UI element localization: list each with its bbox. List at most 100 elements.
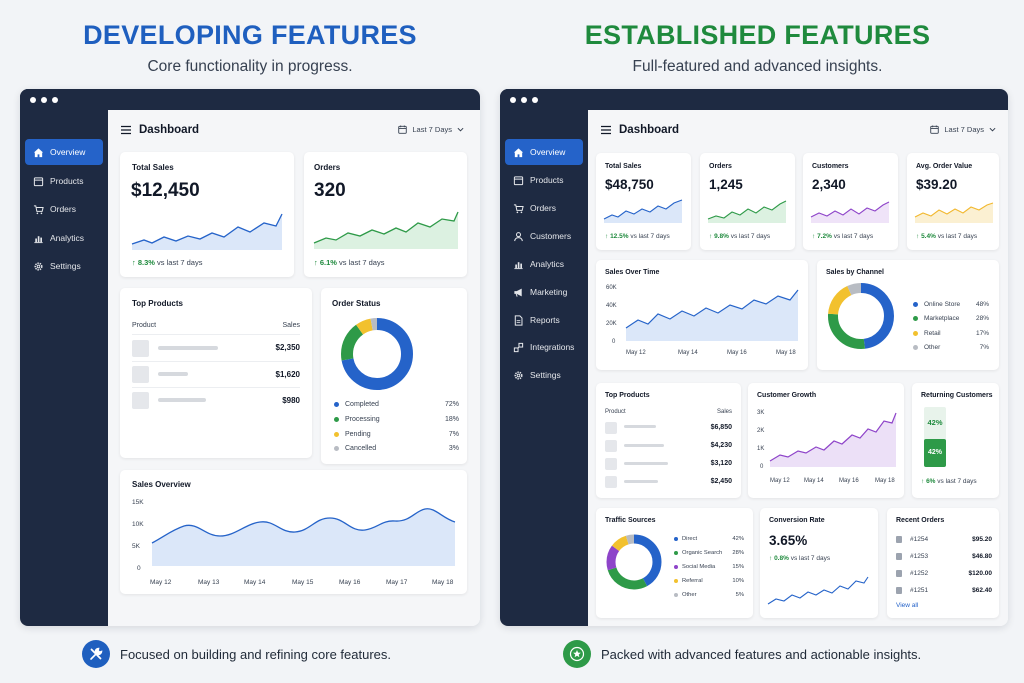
menu-icon[interactable]: [121, 125, 131, 135]
delta-percent: 6.1%: [319, 258, 337, 267]
date-range-selector[interactable]: Last 7 Days: [930, 125, 996, 134]
orders-sparkline: [313, 211, 459, 249]
window-controls[interactable]: [510, 97, 538, 103]
conversion-rate-sparkline: [767, 576, 869, 605]
x-tick: May 18: [432, 579, 454, 586]
user-icon: [514, 231, 523, 241]
nav-products[interactable]: Products: [25, 168, 103, 194]
product-name-placeholder: [158, 372, 188, 376]
order-id: #1253: [910, 553, 929, 560]
nav-label: Customers: [530, 231, 572, 241]
traffic-sources-card: Traffic Sources Direct 42% Organic Search…: [596, 508, 753, 618]
arrow-up-icon: ↑: [921, 478, 925, 485]
sales-over-time-card: Sales Over Time 60K 40K 20K 0 May 12 May…: [596, 260, 808, 370]
top-bar: Dashboard Last 7 Days: [588, 110, 1008, 152]
arrow-up-icon: ↑: [916, 233, 920, 240]
delta-percent: 8.3%: [137, 258, 155, 267]
x-tick: May 18: [776, 350, 796, 356]
receipt-icon: [896, 587, 902, 594]
product-sales: $1,620: [275, 370, 300, 379]
y-tick: 0: [137, 565, 141, 572]
product-thumbnail: [605, 440, 617, 452]
sidebar: Overview Products Orders Analytics Setti…: [20, 89, 108, 626]
nav-analytics[interactable]: Analytics: [25, 225, 103, 251]
card-title: Returning Customers: [921, 392, 993, 399]
legend-cancelled: Cancelled 3%: [334, 445, 459, 452]
orders-card: Orders 320 ↑ 6.1% vs last 7 days: [304, 152, 467, 277]
card-title: Sales by Channel: [826, 269, 884, 276]
page-title: Dashboard: [139, 124, 200, 136]
y-tick: 15K: [132, 499, 144, 506]
nav-settings[interactable]: Settings: [505, 362, 583, 388]
y-tick: 40K: [606, 303, 617, 309]
order-row[interactable]: #1253 $46.80: [896, 551, 992, 563]
kpi-sparkline: [810, 201, 890, 223]
product-name-placeholder: [158, 398, 206, 402]
col-sales: Sales: [716, 409, 732, 415]
view-all-link[interactable]: View all: [896, 602, 919, 609]
nav-settings[interactable]: Settings: [25, 253, 103, 279]
card-title: Avg. Order Value: [916, 163, 973, 170]
nav-marketing[interactable]: Marketing: [505, 279, 583, 305]
kpi-sparkline: [914, 202, 994, 223]
order-id: #1251: [910, 587, 929, 594]
nav-orders[interactable]: Orders: [25, 196, 103, 222]
established-title: ESTABLISHED FEATURES: [584, 20, 931, 50]
card-title: Sales Over Time: [605, 269, 660, 276]
nav-label: Analytics: [530, 259, 565, 269]
legend-pending: Pending 7%: [334, 431, 459, 438]
developing-header: DEVELOPING FEATURES Core functionality i…: [20, 20, 480, 76]
title-bar: [20, 89, 480, 110]
returning-customers-value: 42%: [927, 418, 943, 427]
top-products-card: Top Products Product Sales $2,350 $1,620…: [120, 288, 312, 458]
order-row[interactable]: #1254 $95.20: [896, 534, 992, 546]
order-row[interactable]: #1252 $120.00: [896, 568, 992, 580]
kpi-delta: ↑ 7.2% vs last 7 days: [812, 233, 874, 240]
wrench-icon: [82, 640, 110, 668]
orders-value: 320: [314, 180, 346, 201]
y-tick: 20K: [606, 321, 617, 327]
legend-referral: Referral 10%: [674, 578, 744, 584]
receipt-icon: [896, 536, 902, 543]
legend-other: Other 7%: [913, 344, 989, 351]
order-row[interactable]: #1251 $62.40: [896, 585, 992, 597]
nav-label: Settings: [50, 261, 81, 271]
card-title: Conversion Rate: [769, 517, 825, 524]
conversion-rate-value: 3.65%: [769, 533, 808, 548]
gear-icon: [34, 261, 43, 271]
returning-customers-card: Returning Customers 42% 42% ↑ 6% vs last…: [912, 383, 999, 498]
product-thumbnail: [132, 340, 149, 357]
orders-delta: ↑ 6.1% vs last 7 days: [314, 258, 384, 267]
nav-products[interactable]: Products: [505, 167, 583, 193]
main-content: Dashboard Last 7 Days Total Sales $48,75…: [588, 110, 1008, 626]
x-tick: May 16: [727, 350, 747, 356]
nav-reports[interactable]: Reports: [505, 307, 583, 333]
kpi-delta: ↑ 5.4% vs last 7 days: [916, 233, 978, 240]
main-content: Dashboard Last 7 Days Total Sales $12,45…: [108, 110, 480, 626]
bar-chart-icon: [514, 261, 523, 269]
date-range-selector[interactable]: Last 7 Days: [398, 125, 464, 134]
nav-analytics[interactable]: Analytics: [505, 251, 583, 277]
menu-icon[interactable]: [601, 125, 611, 135]
nav-integrations[interactable]: Integrations: [505, 334, 583, 360]
nav-customers[interactable]: Customers: [505, 223, 583, 249]
order-amount: $95.20: [972, 536, 992, 543]
developing-footer-text: Focused on building and refining core fe…: [120, 646, 392, 662]
window-controls[interactable]: [30, 97, 58, 103]
nav-overview[interactable]: Overview: [25, 139, 103, 165]
x-tick: May 14: [804, 478, 824, 484]
nav-overview[interactable]: Overview: [505, 139, 583, 165]
y-tick: 60K: [606, 285, 617, 291]
nav-label: Orders: [50, 204, 76, 214]
order-id: #1254: [910, 536, 929, 543]
nav-label: Settings: [530, 370, 561, 380]
nav-orders[interactable]: Orders: [505, 195, 583, 221]
cart-icon: [513, 203, 524, 213]
date-range-label: Last 7 Days: [412, 125, 452, 134]
legend-social-media: Social Media 15%: [674, 564, 744, 570]
box-icon: [33, 176, 44, 186]
y-tick: 10K: [132, 521, 144, 528]
total-sales-value: $12,450: [131, 180, 200, 201]
product-thumbnail: [132, 392, 149, 409]
card-title: Orders: [314, 163, 341, 172]
